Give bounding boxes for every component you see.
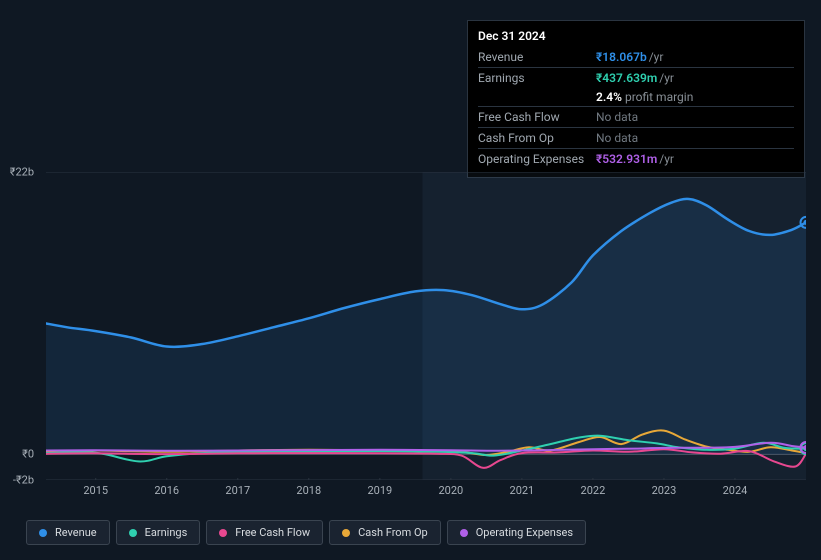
x-axis-label: 2024 <box>723 484 748 497</box>
tooltip-value: No data <box>596 131 638 145</box>
tooltip-row: Earnings₹437.639m/yr <box>478 67 794 88</box>
tooltip-panel: Dec 31 2024 Revenue₹18.067b/yrEarnings₹4… <box>467 20 805 178</box>
legend-swatch <box>39 529 47 537</box>
tooltip-label: Free Cash Flow <box>478 110 596 124</box>
chart-svg[interactable] <box>46 172 806 480</box>
tooltip-value: No data <box>596 110 638 124</box>
legend-item-free-cash-flow[interactable]: Free Cash Flow <box>206 520 323 545</box>
legend-label: Revenue <box>55 526 97 539</box>
legend-swatch <box>460 529 468 537</box>
x-axis-label: 2023 <box>652 484 677 497</box>
legend-label: Cash From Op <box>358 526 428 539</box>
legend-item-earnings[interactable]: Earnings <box>116 520 201 545</box>
tooltip-value: ₹437.639m/yr <box>596 71 674 85</box>
legend-swatch <box>219 529 227 537</box>
legend: Revenue Earnings Free Cash Flow Cash From O… <box>26 520 586 545</box>
legend-label: Earnings <box>145 526 188 539</box>
tooltip-row: Free Cash FlowNo data <box>478 106 794 127</box>
legend-item-operating-expenses[interactable]: Operating Expenses <box>447 520 586 545</box>
y-axis-label: ₹0 <box>22 448 34 461</box>
legend-label: Operating Expenses <box>476 526 573 539</box>
x-axis-label: 2021 <box>510 484 535 497</box>
tooltip-label: Cash From Op <box>478 131 596 145</box>
tooltip-subline: 2.4% profit margin <box>478 88 794 106</box>
tooltip-label: Revenue <box>478 50 596 64</box>
x-axis: 2015 2016 2017 2018 2019 2020 2021 2022 2023 2024 <box>46 484 806 500</box>
y-axis-label: ₹22b <box>10 166 34 179</box>
legend-swatch <box>129 529 137 537</box>
y-axis-label: -₹2b <box>13 474 34 487</box>
x-axis-label: 2019 <box>367 484 392 497</box>
legend-item-cash-from-op[interactable]: Cash From Op <box>329 520 441 545</box>
tooltip-row: Cash From OpNo data <box>478 127 794 148</box>
x-axis-label: 2017 <box>225 484 250 497</box>
x-axis-label: 2018 <box>296 484 321 497</box>
tooltip-label: Earnings <box>478 71 596 85</box>
x-axis-label: 2016 <box>154 484 179 497</box>
legend-label: Free Cash Flow <box>235 526 310 539</box>
tooltip-value: ₹18.067b/yr <box>596 50 663 64</box>
tooltip-date: Dec 31 2024 <box>478 27 794 47</box>
x-axis-label: 2020 <box>438 484 463 497</box>
chart-area: ₹22b₹0-₹2b <box>18 160 806 480</box>
legend-swatch <box>342 529 350 537</box>
x-axis-label: 2022 <box>581 484 606 497</box>
tooltip-row: Revenue₹18.067b/yr <box>478 47 794 67</box>
x-axis-label: 2015 <box>83 484 108 497</box>
legend-item-revenue[interactable]: Revenue <box>26 520 110 545</box>
